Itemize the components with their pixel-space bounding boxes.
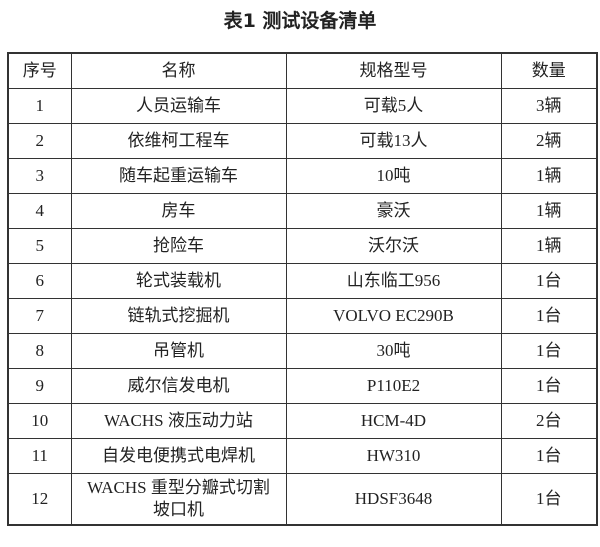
- cell-name: 人员运输车: [70, 88, 287, 124]
- cell-spec: 可载5人: [285, 88, 502, 124]
- table-row: 5 抢险车 沃尔沃 1辆: [7, 228, 598, 264]
- cell-spec: 山东临工956: [285, 263, 502, 299]
- cell-spec: 30吨: [285, 333, 502, 369]
- cell-index: 6: [7, 263, 72, 299]
- header-index: 序号: [7, 52, 72, 89]
- cell-index: 10: [7, 403, 72, 439]
- cell-index: 3: [7, 158, 72, 194]
- cell-spec: 10吨: [285, 158, 502, 194]
- cell-name: 威尔信发电机: [70, 368, 287, 404]
- cell-spec: 豪沃: [285, 193, 502, 229]
- cell-spec: HW310: [285, 438, 502, 474]
- table-row: 8 吊管机 30吨 1台: [7, 333, 598, 369]
- cell-quantity: 1台: [500, 298, 598, 334]
- cell-index: 1: [7, 88, 72, 124]
- cell-name: 自发电便携式电焊机: [70, 438, 287, 474]
- header-quantity: 数量: [500, 52, 598, 89]
- table-title: 表1 测试设备清单: [223, 10, 377, 32]
- table-row: 7 链轨式挖掘机 VOLVO EC290B 1台: [7, 298, 598, 334]
- cell-index: 2: [7, 123, 72, 159]
- cell-name: 吊管机: [70, 333, 287, 369]
- table-row: 9 威尔信发电机 P110E2 1台: [7, 368, 598, 404]
- cell-spec: VOLVO EC290B: [285, 298, 502, 334]
- header-row: 序号 名称 规格型号 数量: [7, 52, 598, 89]
- cell-quantity: 3辆: [500, 88, 598, 124]
- header-name: 名称: [70, 52, 287, 89]
- header-spec: 规格型号: [285, 52, 502, 89]
- cell-name-text: WACHS 重型分瓣式切割坡口机: [87, 478, 270, 519]
- cell-spec: 沃尔沃: [285, 228, 502, 264]
- cell-index: 9: [7, 368, 72, 404]
- cell-name: 链轨式挖掘机: [70, 298, 287, 334]
- table-row: 12 WACHS 重型分瓣式切割坡口机 HDSF3648 1台: [7, 473, 598, 526]
- cell-quantity: 1台: [500, 368, 598, 404]
- cell-quantity: 2辆: [500, 123, 598, 159]
- cell-index: 8: [7, 333, 72, 369]
- cell-name: 抢险车: [70, 228, 287, 264]
- cell-spec: HCM-4D: [285, 403, 502, 439]
- table-row: 4 房车 豪沃 1辆: [7, 193, 598, 229]
- cell-quantity: 1台: [500, 333, 598, 369]
- table-row: 3 随车起重运输车 10吨 1辆: [7, 158, 598, 194]
- table-row: 6 轮式装载机 山东临工956 1台: [7, 263, 598, 299]
- table-row: 2 依维柯工程车 可载13人 2辆: [7, 123, 598, 159]
- cell-name: WACHS 重型分瓣式切割坡口机: [70, 473, 287, 526]
- cell-spec: 可载13人: [285, 123, 502, 159]
- cell-name: 轮式装载机: [70, 263, 287, 299]
- table-row: 11 自发电便携式电焊机 HW310 1台: [7, 438, 598, 474]
- cell-quantity: 1辆: [500, 158, 598, 194]
- equipment-table: 序号 名称 规格型号 数量 1 人员运输车 可载5人 3辆 2 依维柯工程车 可载13人 2辆…: [7, 52, 598, 526]
- cell-name: WACHS 液压动力站: [70, 403, 287, 439]
- table-row: 10 WACHS 液压动力站 HCM-4D 2台: [7, 403, 598, 439]
- cell-name: 依维柯工程车: [70, 123, 287, 159]
- cell-quantity: 1辆: [500, 228, 598, 264]
- cell-quantity: 2台: [500, 403, 598, 439]
- cell-spec: HDSF3648: [285, 473, 502, 526]
- table-row: 1 人员运输车 可载5人 3辆: [7, 88, 598, 124]
- cell-name: 随车起重运输车: [70, 158, 287, 194]
- cell-index: 11: [7, 438, 72, 474]
- cell-name: 房车: [70, 193, 287, 229]
- cell-index: 4: [7, 193, 72, 229]
- cell-quantity: 1台: [500, 473, 598, 526]
- cell-index: 5: [7, 228, 72, 264]
- cell-index: 7: [7, 298, 72, 334]
- cell-quantity: 1台: [500, 438, 598, 474]
- cell-spec: P110E2: [285, 368, 502, 404]
- cell-quantity: 1台: [500, 263, 598, 299]
- cell-index: 12: [7, 473, 72, 526]
- cell-quantity: 1辆: [500, 193, 598, 229]
